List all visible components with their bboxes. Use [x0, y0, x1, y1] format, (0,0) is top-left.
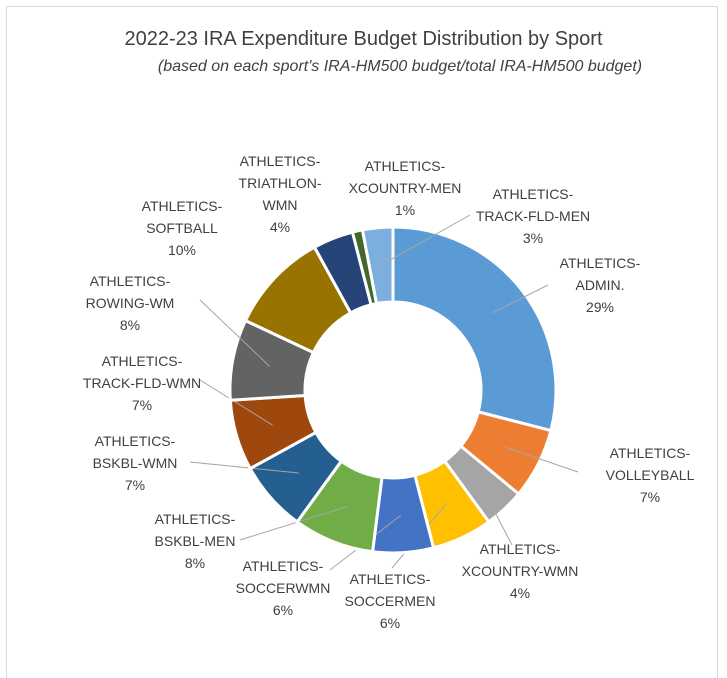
leader-line [189, 461, 299, 474]
data-label: ATHLETICS-BSKBL-MEN 8% [145, 508, 245, 574]
data-label: ATHLETICS-SOCCERMEN 6% [335, 568, 445, 634]
value-label: 10% [167, 242, 197, 258]
data-label: ATHLETICS-ROWING-WM 8% [70, 270, 190, 336]
category-label: ATHLETICS-TRIATHLON-WMN [238, 153, 322, 213]
value-label: 29% [585, 299, 615, 315]
data-label: ATHLETICS-SOFTBALL 10% [132, 195, 232, 261]
data-label: ATHLETICS-SOCCERWMN 6% [228, 555, 338, 621]
data-label: ATHLETICS-VOLLEYBALL 7% [595, 442, 705, 508]
chart-subtitle: (based on each sport's IRA-HM500 budget/… [157, 58, 643, 75]
leader-line [199, 299, 271, 367]
data-label: ATHLETICS-TRACK-FLD-MEN 3% [473, 183, 593, 249]
category-label: ATHLETICS-SOCCERWMN [235, 558, 331, 596]
value-label: 6% [379, 615, 401, 631]
value-label: 4% [509, 585, 531, 601]
leader-line [239, 506, 347, 541]
data-label: ATHLETICS-BSKBL-WMN 7% [85, 430, 185, 496]
data-label: ATHLETICS-ADMIN. 29% [545, 252, 655, 318]
data-label: ATHLETICS-TRIATHLON-WMN 4% [235, 150, 325, 238]
data-label: ATHLETICS-XCOUNTRY-MEN 1% [345, 155, 465, 221]
chart-frame [6, 6, 718, 678]
category-label: ATHLETICS-SOCCERMEN [344, 571, 436, 609]
leader-line [380, 214, 471, 266]
donut-slice [360, 225, 395, 306]
value-label: 7% [639, 489, 661, 505]
category-label: ATHLETICS-VOLLEYBALL [605, 445, 695, 483]
category-label: ATHLETICS-ADMIN. [559, 255, 641, 293]
category-label: ATHLETICS-BSKBL-WMN [92, 433, 178, 471]
value-label: 3% [522, 230, 544, 246]
category-label: ATHLETICS-XCOUNTRY-MEN [348, 158, 462, 196]
value-label: 8% [184, 555, 206, 571]
category-label: ATHLETICS-TRACK-FLD-MEN [475, 186, 591, 224]
donut-slice [391, 225, 558, 433]
category-label: ATHLETICS-SOFTBALL [141, 198, 223, 236]
leader-line [199, 379, 273, 426]
value-label: 7% [124, 477, 146, 493]
category-label: ATHLETICS-XCOUNTRY-WMN [461, 541, 579, 579]
data-label: ATHLETICS-XCOUNTRY-WMN 4% [450, 538, 590, 604]
data-label: ATHLETICS-TRACK-FLD-WMN 7% [77, 350, 207, 416]
chart-title: 2022-23 IRA Expenditure Budget Distribut… [124, 28, 603, 50]
leader-line [491, 284, 549, 314]
leader-line [478, 481, 513, 546]
value-label: 1% [394, 202, 416, 218]
category-label: ATHLETICS-TRACK-FLD-WMN [82, 353, 202, 391]
leader-line [504, 446, 579, 473]
value-label: 4% [269, 219, 291, 235]
category-label: ATHLETICS-ROWING-WM [85, 273, 175, 311]
value-label: 7% [131, 397, 153, 413]
category-label: ATHLETICS-BSKBL-MEN [154, 511, 236, 549]
value-label: 8% [119, 317, 141, 333]
value-label: 6% [272, 602, 294, 618]
